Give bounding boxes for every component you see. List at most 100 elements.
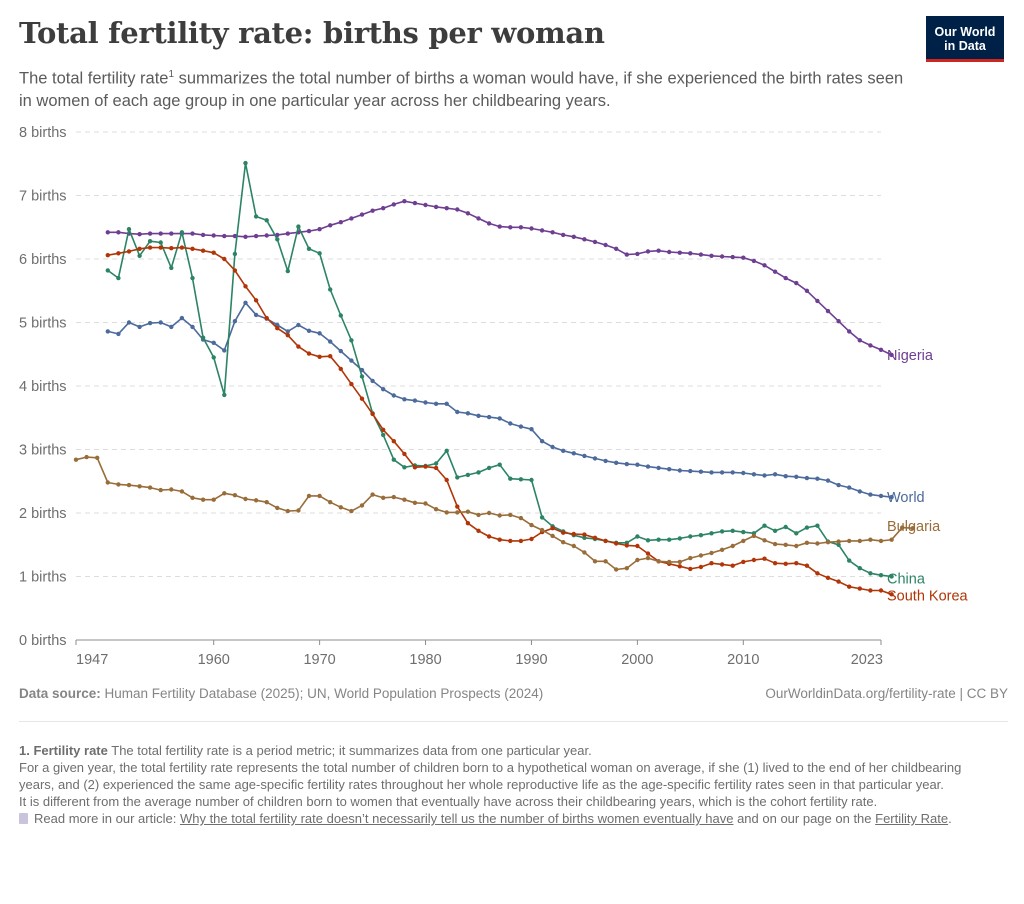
data-point-south-korea[interactable] [296, 344, 301, 349]
data-point-bulgaria[interactable] [412, 500, 418, 505]
data-point-south-korea[interactable] [497, 537, 502, 542]
data-point-south-korea[interactable] [815, 571, 820, 576]
data-point-nigeria[interactable] [529, 226, 534, 231]
data-point-south-korea[interactable] [200, 248, 206, 253]
data-point-south-korea[interactable] [433, 465, 439, 471]
data-point-nigeria[interactable] [349, 216, 354, 221]
data-point-nigeria[interactable] [847, 329, 852, 334]
data-point-nigeria[interactable] [338, 220, 343, 225]
data-point-south-korea[interactable] [688, 566, 693, 572]
data-point-bulgaria[interactable] [95, 455, 100, 460]
data-point-bulgaria[interactable] [264, 500, 269, 505]
data-point-nigeria[interactable] [857, 338, 862, 343]
data-point-south-korea[interactable] [508, 538, 513, 544]
data-point-china[interactable] [804, 525, 810, 530]
data-point-nigeria[interactable] [624, 252, 629, 257]
data-point-bulgaria[interactable] [126, 482, 132, 488]
data-point-south-korea[interactable] [677, 564, 682, 569]
data-point-bulgaria[interactable] [105, 480, 111, 485]
data-point-south-korea[interactable] [116, 251, 121, 256]
data-point-world[interactable] [497, 416, 502, 421]
data-point-bulgaria[interactable] [900, 525, 905, 530]
data-point-china[interactable] [328, 287, 333, 292]
data-point-bulgaria[interactable] [137, 484, 142, 489]
data-point-south-korea[interactable] [349, 381, 354, 387]
data-point-bulgaria[interactable] [497, 513, 502, 518]
data-point-china[interactable] [465, 472, 471, 478]
data-point-world[interactable] [762, 473, 767, 478]
data-point-south-korea[interactable] [190, 246, 195, 251]
data-point-south-korea[interactable] [179, 245, 185, 250]
data-point-bulgaria[interactable] [550, 533, 555, 539]
data-point-bulgaria[interactable] [285, 508, 290, 514]
data-point-world[interactable] [158, 320, 163, 325]
data-point-nigeria[interactable] [677, 250, 682, 255]
data-point-china[interactable] [147, 239, 153, 244]
series-line-nigeria[interactable] [107, 200, 892, 356]
data-point-bulgaria[interactable] [741, 538, 746, 544]
data-point-nigeria[interactable] [571, 234, 576, 239]
data-point-bulgaria[interactable] [158, 487, 163, 493]
data-point-china[interactable] [878, 573, 884, 578]
data-point-world[interactable] [815, 476, 820, 481]
data-point-nigeria[interactable] [486, 221, 492, 226]
data-point-bulgaria[interactable] [338, 505, 343, 510]
data-point-nigeria[interactable] [391, 202, 396, 207]
data-point-nigeria[interactable] [825, 308, 831, 314]
data-point-south-korea[interactable] [614, 541, 619, 546]
data-point-world[interactable] [455, 409, 460, 415]
data-point-china[interactable] [857, 566, 862, 571]
data-point-china[interactable] [889, 574, 894, 579]
data-point-bulgaria[interactable] [359, 503, 365, 508]
data-point-world[interactable] [709, 470, 714, 475]
data-point-china[interactable] [582, 535, 587, 540]
data-point-china[interactable] [296, 224, 301, 229]
data-point-south-korea[interactable] [444, 477, 449, 483]
data-point-bulgaria[interactable] [624, 566, 629, 571]
data-point-south-korea[interactable] [518, 538, 524, 544]
data-point-south-korea[interactable] [550, 526, 555, 531]
data-point-world[interactable] [381, 387, 386, 392]
data-point-china[interactable] [719, 529, 725, 534]
data-point-china[interactable] [222, 392, 227, 398]
data-point-south-korea[interactable] [381, 427, 386, 432]
data-point-china[interactable] [179, 230, 185, 235]
data-point-south-korea[interactable] [751, 557, 757, 563]
data-point-china[interactable] [635, 534, 640, 539]
data-point-china[interactable] [698, 533, 704, 538]
data-point-south-korea[interactable] [476, 528, 481, 533]
data-point-bulgaria[interactable] [836, 539, 841, 544]
footnote-ref-1[interactable]: 1 [168, 69, 175, 80]
series-label-nigeria[interactable]: Nigeria [887, 348, 934, 364]
data-point-south-korea[interactable] [603, 538, 608, 544]
data-point-south-korea[interactable] [465, 521, 471, 526]
data-point-south-korea[interactable] [741, 559, 746, 565]
data-point-china[interactable] [772, 528, 778, 533]
data-point-south-korea[interactable] [253, 298, 259, 303]
data-point-world[interactable] [688, 468, 693, 474]
data-point-world[interactable] [169, 324, 174, 330]
data-point-bulgaria[interactable] [561, 540, 566, 545]
data-point-south-korea[interactable] [359, 396, 365, 401]
data-point-bulgaria[interactable] [296, 508, 301, 513]
data-point-bulgaria[interactable] [423, 501, 428, 506]
data-point-bulgaria[interactable] [84, 454, 89, 460]
data-point-china[interactable] [105, 268, 111, 273]
data-point-world[interactable] [582, 453, 587, 459]
data-point-china[interactable] [338, 313, 343, 318]
data-point-nigeria[interactable] [582, 237, 587, 242]
data-point-bulgaria[interactable] [783, 542, 788, 547]
data-point-world[interactable] [349, 358, 354, 363]
series-label-bulgaria[interactable]: Bulgaria [887, 519, 941, 535]
data-point-china[interactable] [253, 214, 259, 219]
data-point-china[interactable] [836, 542, 841, 547]
data-point-south-korea[interactable] [306, 351, 312, 356]
data-point-bulgaria[interactable] [582, 550, 587, 555]
fertility-rate-page-link[interactable]: Fertility Rate [875, 811, 949, 826]
data-point-world[interactable] [847, 485, 852, 490]
data-point-bulgaria[interactable] [508, 512, 513, 518]
owid-logo[interactable]: Our World in Data [926, 16, 1004, 62]
data-point-south-korea[interactable] [762, 556, 767, 561]
data-point-nigeria[interactable] [137, 232, 142, 237]
data-point-world[interactable] [243, 300, 248, 305]
